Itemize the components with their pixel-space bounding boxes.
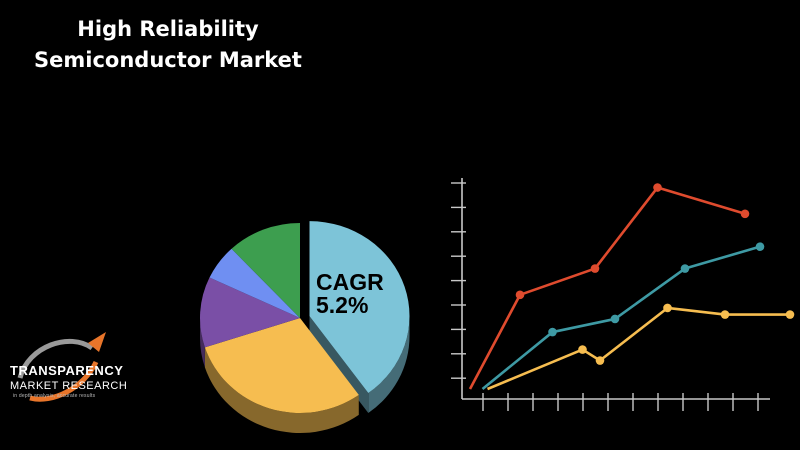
series-1-point (680, 264, 690, 273)
series-0-point (653, 183, 662, 192)
logo-swoosh-icon (17, 332, 106, 402)
pie-slice-wall-2 (200, 318, 205, 368)
series-1-point (755, 242, 765, 251)
series-2-point (578, 345, 587, 354)
pie-slice-4 (231, 223, 300, 318)
cagr-label: CAGR (316, 269, 384, 295)
logo-word-1: TRANSPARENCY (10, 363, 124, 378)
series-line-2 (487, 306, 790, 391)
title-line-1: High Reliability (77, 17, 259, 41)
series-2-point (663, 303, 672, 313)
series-line-1 (481, 245, 761, 391)
pie-slice-wall-0 (368, 316, 410, 414)
series-2-point (595, 356, 605, 365)
series-1-point (610, 314, 620, 324)
pie-chart (199, 221, 410, 433)
line-chart (451, 178, 795, 411)
cagr-value: 5.2% (316, 292, 368, 318)
series-2-point (720, 310, 730, 319)
series-0-point (590, 264, 600, 273)
page-title: High Reliability Semiconductor Market (18, 14, 318, 76)
logo-word-2: MARKET RESEARCH (10, 380, 128, 392)
title-line-2: Semiconductor Market (34, 48, 302, 72)
series-0-point (515, 290, 525, 300)
series-2-point (785, 310, 795, 319)
pie-slice-3 (209, 248, 300, 318)
brand-logo: TRANSPARENCY MARKET RESEARCH in depth an… (0, 330, 150, 410)
logo-tagline: in depth analysis, accurate results (13, 393, 96, 399)
series-line-0 (468, 186, 746, 390)
series-1-point (548, 327, 557, 337)
pie-slice-wall-1 (204, 347, 359, 433)
pie-slice-1 (204, 318, 359, 414)
pie-slice-2 (199, 277, 300, 348)
pie-slice-0 (309, 221, 410, 394)
series-0-point (740, 209, 750, 219)
